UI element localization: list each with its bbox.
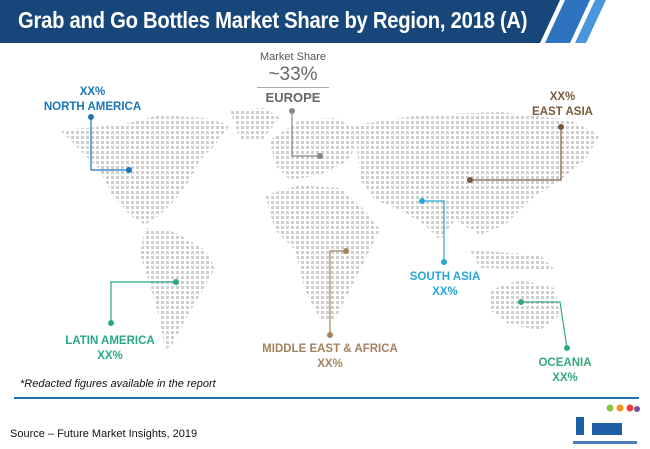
title-banner	[0, 0, 606, 43]
mea-label: MIDDLE EAST & AFRICA XX%	[260, 342, 400, 372]
oceania-marker	[518, 299, 524, 305]
europe-divider	[257, 87, 329, 88]
mea-value: XX%	[317, 358, 343, 370]
east-asia-label: XX% EAST ASIA	[520, 90, 605, 120]
mea-marker	[343, 248, 349, 254]
indonesia-shape	[470, 250, 555, 270]
south-asia-leader-line	[422, 200, 445, 262]
east-asia-value: XX%	[549, 91, 576, 103]
south-asia-value: XX%	[432, 286, 458, 298]
oceania-leader-line	[521, 301, 568, 349]
europe-name: EUROPE	[265, 90, 321, 105]
north-america-leader-line	[90, 118, 129, 171]
redacted-footnote: *Redacted figures available in the repor…	[20, 378, 216, 390]
source-text: Source – Future Market Insights, 2019	[10, 428, 198, 440]
north-america-marker	[88, 114, 94, 120]
north-america-name: NORTH AMERICA	[43, 101, 142, 113]
oceania-shape	[490, 280, 560, 330]
east-asia-marker	[558, 124, 564, 130]
europe-marker	[289, 108, 295, 114]
south-asia-marker	[419, 198, 425, 204]
mea-leader-line	[329, 250, 346, 335]
page-title: Grab and Go Bottles Market Share by Regi…	[18, 7, 528, 33]
latin-america-label: LATIN AMERICA XX%	[60, 334, 160, 364]
mea-name: MIDDLE EAST & AFRICA	[262, 343, 398, 355]
east-asia-name: EAST ASIA	[532, 106, 593, 118]
footer-divider	[14, 397, 639, 399]
europe-shape	[270, 118, 360, 180]
south-asia-label: SOUTH ASIA XX%	[400, 270, 490, 300]
east-asia-leader-line	[470, 128, 562, 181]
europe-leader-line	[291, 112, 320, 157]
latin-america-leader-line	[110, 281, 176, 323]
latin-america-value: XX%	[97, 350, 123, 362]
north-america-label: XX% NORTH AMERICA	[40, 85, 145, 115]
south-asia-name: SOUTH ASIA	[409, 271, 481, 283]
oceania-value: XX%	[552, 372, 578, 384]
north-america-shape	[60, 115, 230, 225]
europe-caption: Market Share	[259, 51, 327, 63]
europe-value: ~33%	[268, 64, 318, 85]
greenland-shape	[230, 108, 280, 140]
oceania-label: OCEANIA XX%	[530, 356, 600, 386]
africa-shape	[265, 185, 380, 320]
oceania-name: OCEANIA	[538, 357, 592, 369]
fmi-logo	[570, 403, 640, 447]
south-america-shape	[140, 228, 215, 350]
asia-shape	[355, 112, 600, 240]
north-america-value: XX%	[79, 86, 106, 98]
latin-america-name: LATIN AMERICA	[65, 335, 155, 347]
latin-america-marker	[173, 279, 179, 285]
